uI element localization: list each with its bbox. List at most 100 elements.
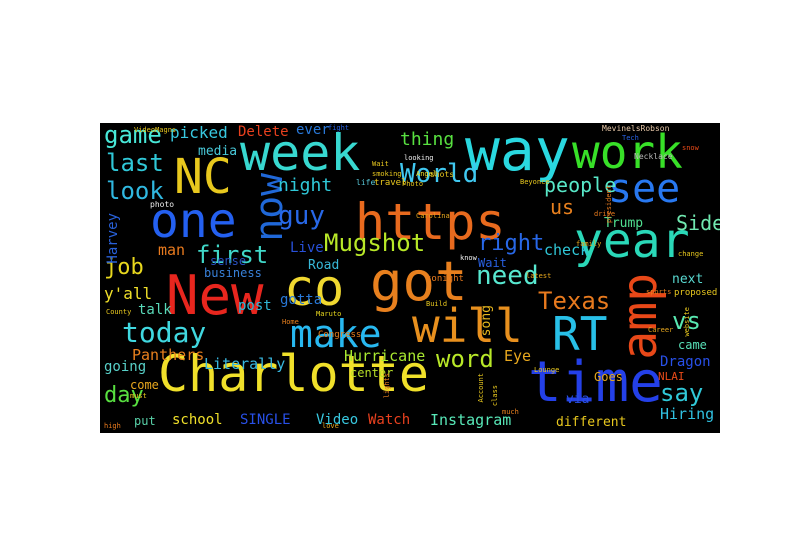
word: change <box>678 250 704 258</box>
word: Dragon <box>660 354 711 370</box>
word: song <box>479 305 494 337</box>
word: Angel <box>416 170 438 178</box>
word: going <box>104 359 147 375</box>
word: talk <box>138 302 172 318</box>
word: much <box>502 408 519 416</box>
word: word <box>436 345 494 373</box>
word: proposed <box>674 288 718 298</box>
word: Side <box>676 211 720 235</box>
word: people <box>544 173 617 197</box>
word: y'all <box>104 284 153 303</box>
word: check <box>544 241 590 259</box>
word: night <box>278 175 333 196</box>
word: Beyonce <box>520 178 550 186</box>
word: Eye <box>504 347 532 365</box>
word: day <box>104 383 144 408</box>
word: work <box>572 125 683 179</box>
word: Wait <box>372 160 389 168</box>
word: Goes <box>594 370 623 384</box>
word: center <box>350 366 394 380</box>
word: Home <box>282 318 299 326</box>
word: via <box>566 392 590 407</box>
word: lights <box>383 373 391 399</box>
word: high <box>104 422 121 430</box>
word: different <box>556 415 627 430</box>
word: Instagram <box>430 411 512 429</box>
word: Watch <box>368 412 411 428</box>
word: looking <box>404 154 434 162</box>
word: New <box>166 264 264 327</box>
word: one <box>150 193 237 249</box>
word: sports <box>646 288 672 296</box>
word: see <box>608 166 681 212</box>
word: will <box>412 299 523 353</box>
word: right <box>478 231 545 256</box>
word: sense <box>210 254 247 268</box>
word: first <box>196 241 269 269</box>
word: fight <box>328 124 350 132</box>
word: man <box>158 241 186 259</box>
word: Video <box>316 412 359 428</box>
word: game <box>104 123 162 149</box>
word: guy <box>278 201 325 231</box>
word: travel <box>374 178 407 188</box>
word: media <box>198 144 238 159</box>
word: must <box>130 392 147 400</box>
word: make <box>290 312 382 356</box>
word: Trump <box>604 216 644 231</box>
word: Carolina <box>416 212 450 220</box>
word: https <box>355 193 506 251</box>
word: amp <box>612 273 668 360</box>
word: ever <box>296 123 330 138</box>
word: week <box>240 124 361 182</box>
word: thing <box>400 129 455 150</box>
word: MevinelsRobson <box>602 124 670 133</box>
word: Maruto <box>316 310 342 318</box>
word: love <box>322 422 339 430</box>
word: Necklace <box>634 152 673 161</box>
word: Road <box>308 258 340 273</box>
word: VideoMagns <box>134 126 177 134</box>
word: vs <box>672 307 701 335</box>
word: way <box>465 123 570 184</box>
word: need <box>476 261 539 291</box>
word: snow <box>682 144 699 152</box>
word: came <box>678 338 707 352</box>
word: County <box>106 308 132 316</box>
word: say <box>660 379 704 407</box>
word: Harvey <box>105 213 121 264</box>
word: Panthers <box>132 346 205 364</box>
word: Lounge <box>534 366 560 374</box>
word: Build <box>426 300 448 308</box>
word: NLAI <box>658 370 685 383</box>
word: picked <box>170 123 228 142</box>
word: school <box>172 412 223 428</box>
word: post <box>238 298 272 314</box>
word: Hurricane <box>344 347 426 365</box>
word: class <box>491 385 499 407</box>
word: job <box>104 255 144 280</box>
word: president <box>605 185 613 223</box>
word: World <box>400 159 479 189</box>
word: last <box>106 149 164 177</box>
word: gotta <box>280 292 323 308</box>
word: got <box>370 250 468 313</box>
word: know <box>460 254 477 262</box>
word: today <box>122 316 207 349</box>
word-cloud: Charlotte https New way time got co week… <box>100 123 720 433</box>
word: Career <box>648 326 674 334</box>
word: Wait <box>478 256 507 270</box>
word: look <box>106 177 164 205</box>
word: SINGLE <box>240 412 291 428</box>
word: Tech <box>622 134 639 142</box>
word: us <box>550 195 575 219</box>
word: RT <box>552 307 608 361</box>
word: photo <box>150 200 175 209</box>
word: website <box>683 307 691 337</box>
word: smoking <box>372 170 402 178</box>
word: time <box>528 350 663 415</box>
word: Mugshot <box>324 229 426 257</box>
word: business <box>204 266 262 280</box>
word: family <box>576 240 602 248</box>
word: Texas <box>538 287 611 315</box>
